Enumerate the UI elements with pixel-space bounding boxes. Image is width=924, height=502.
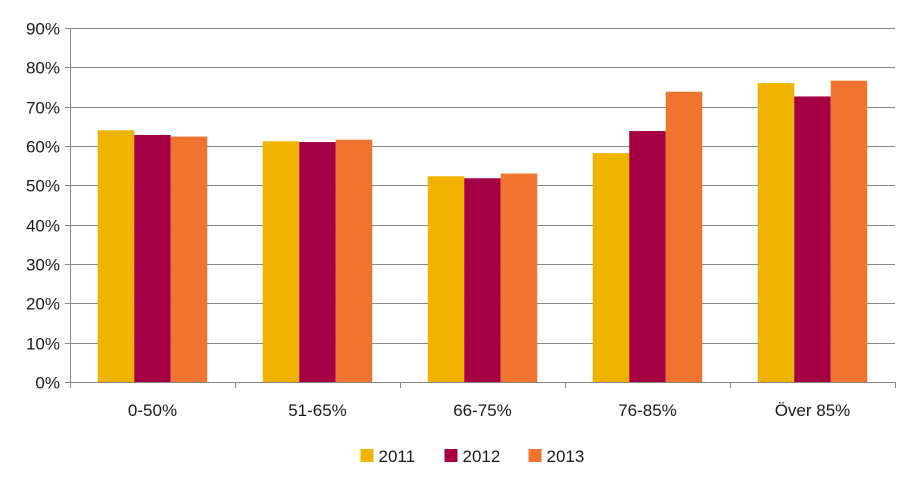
y-tick-label: 20% [26,295,60,314]
legend-swatch-2011 [360,449,374,462]
bar-2011-4 [592,153,630,382]
y-tick-label: 50% [26,177,60,196]
bars [97,80,868,383]
bar-2011-3 [427,176,465,382]
bar-2011-2 [262,141,300,382]
bar-2013-1 [170,136,208,382]
legend-label-2011: 2011 [379,447,416,466]
bar-2011-1 [97,130,135,382]
x-tick-label: 0-50% [128,401,177,420]
bar-2013-5 [830,80,868,382]
bar-2012-2 [299,142,336,382]
bar-2012-1 [134,134,171,382]
y-tick-label: 60% [26,138,60,157]
x-tick-label: 76-85% [618,401,677,420]
y-tick-label: 70% [26,99,60,118]
y-tick-label: 30% [26,256,60,275]
y-tick-label: 40% [26,217,60,236]
bar-2013-3 [500,173,538,382]
axes [65,28,896,388]
x-tick-label: Över 85% [775,401,851,420]
bar-2011-5 [757,83,795,383]
legend-label-2012: 2012 [463,447,501,466]
y-tick-label: 0% [35,374,60,393]
bar-2012-5 [794,96,831,382]
bar-2013-2 [335,139,373,382]
y-tick-label: 10% [26,335,60,354]
bar-2013-4 [665,91,703,382]
legend-swatch-2012 [444,449,458,462]
x-tick-label: 51-65% [288,401,347,420]
bar-2012-3 [464,178,501,382]
legend-label-2013: 2013 [547,447,585,466]
x-tick-label: 66-75% [453,401,512,420]
legend: 2011 2012 2013 [360,447,585,466]
bar-2012-4 [629,131,666,382]
y-axis-tick-labels: 0% 10% 20% 30% 40% 50% 60% 70% 80% 90% [26,20,60,393]
y-tick-label: 80% [26,59,60,78]
y-tick-label: 90% [26,20,60,39]
legend-swatch-2013 [528,449,542,462]
x-axis-tick-labels: 0-50% 51-65% 66-75% 76-85% Över 85% [128,401,850,420]
